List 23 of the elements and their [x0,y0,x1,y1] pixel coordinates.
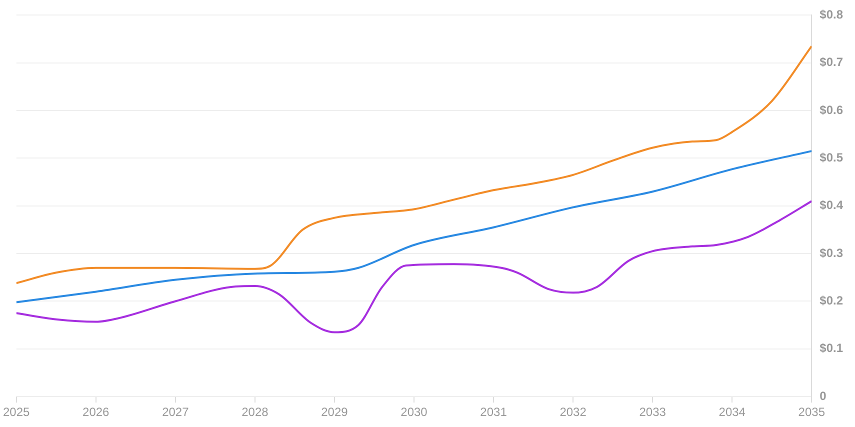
y-tick-label: $0.8 [820,8,844,22]
x-tick-label: 2028 [242,405,269,420]
x-tick-label: 2032 [560,405,587,420]
x-tick-label: 2027 [162,405,190,420]
x-tick-label: 2030 [400,405,428,420]
y-tick-label: $0.2 [820,294,844,308]
y-tick-label: $0.3 [820,246,844,260]
y-tick-label: $0.6 [820,102,844,117]
x-tick-label: 2026 [82,405,110,420]
y-tick-label: $0.4 [820,198,844,212]
x-tick-label: 2031 [480,405,508,420]
line-series [16,200,812,334]
x-tick-label: 2033 [639,405,666,420]
y-tick-label: $0.1 [820,341,844,356]
line-series [16,150,812,304]
x-tick-label: 2035 [798,405,826,420]
y-tick-label: $0.5 [820,150,844,165]
y-tick-label: $0.7 [820,55,844,70]
line-series [16,45,812,284]
x-tick-label: 2025 [2,405,30,420]
x-tick-label: 2034 [718,405,746,420]
y-tick-label: 0 [820,388,827,403]
x-tick-label: 2029 [321,405,348,420]
